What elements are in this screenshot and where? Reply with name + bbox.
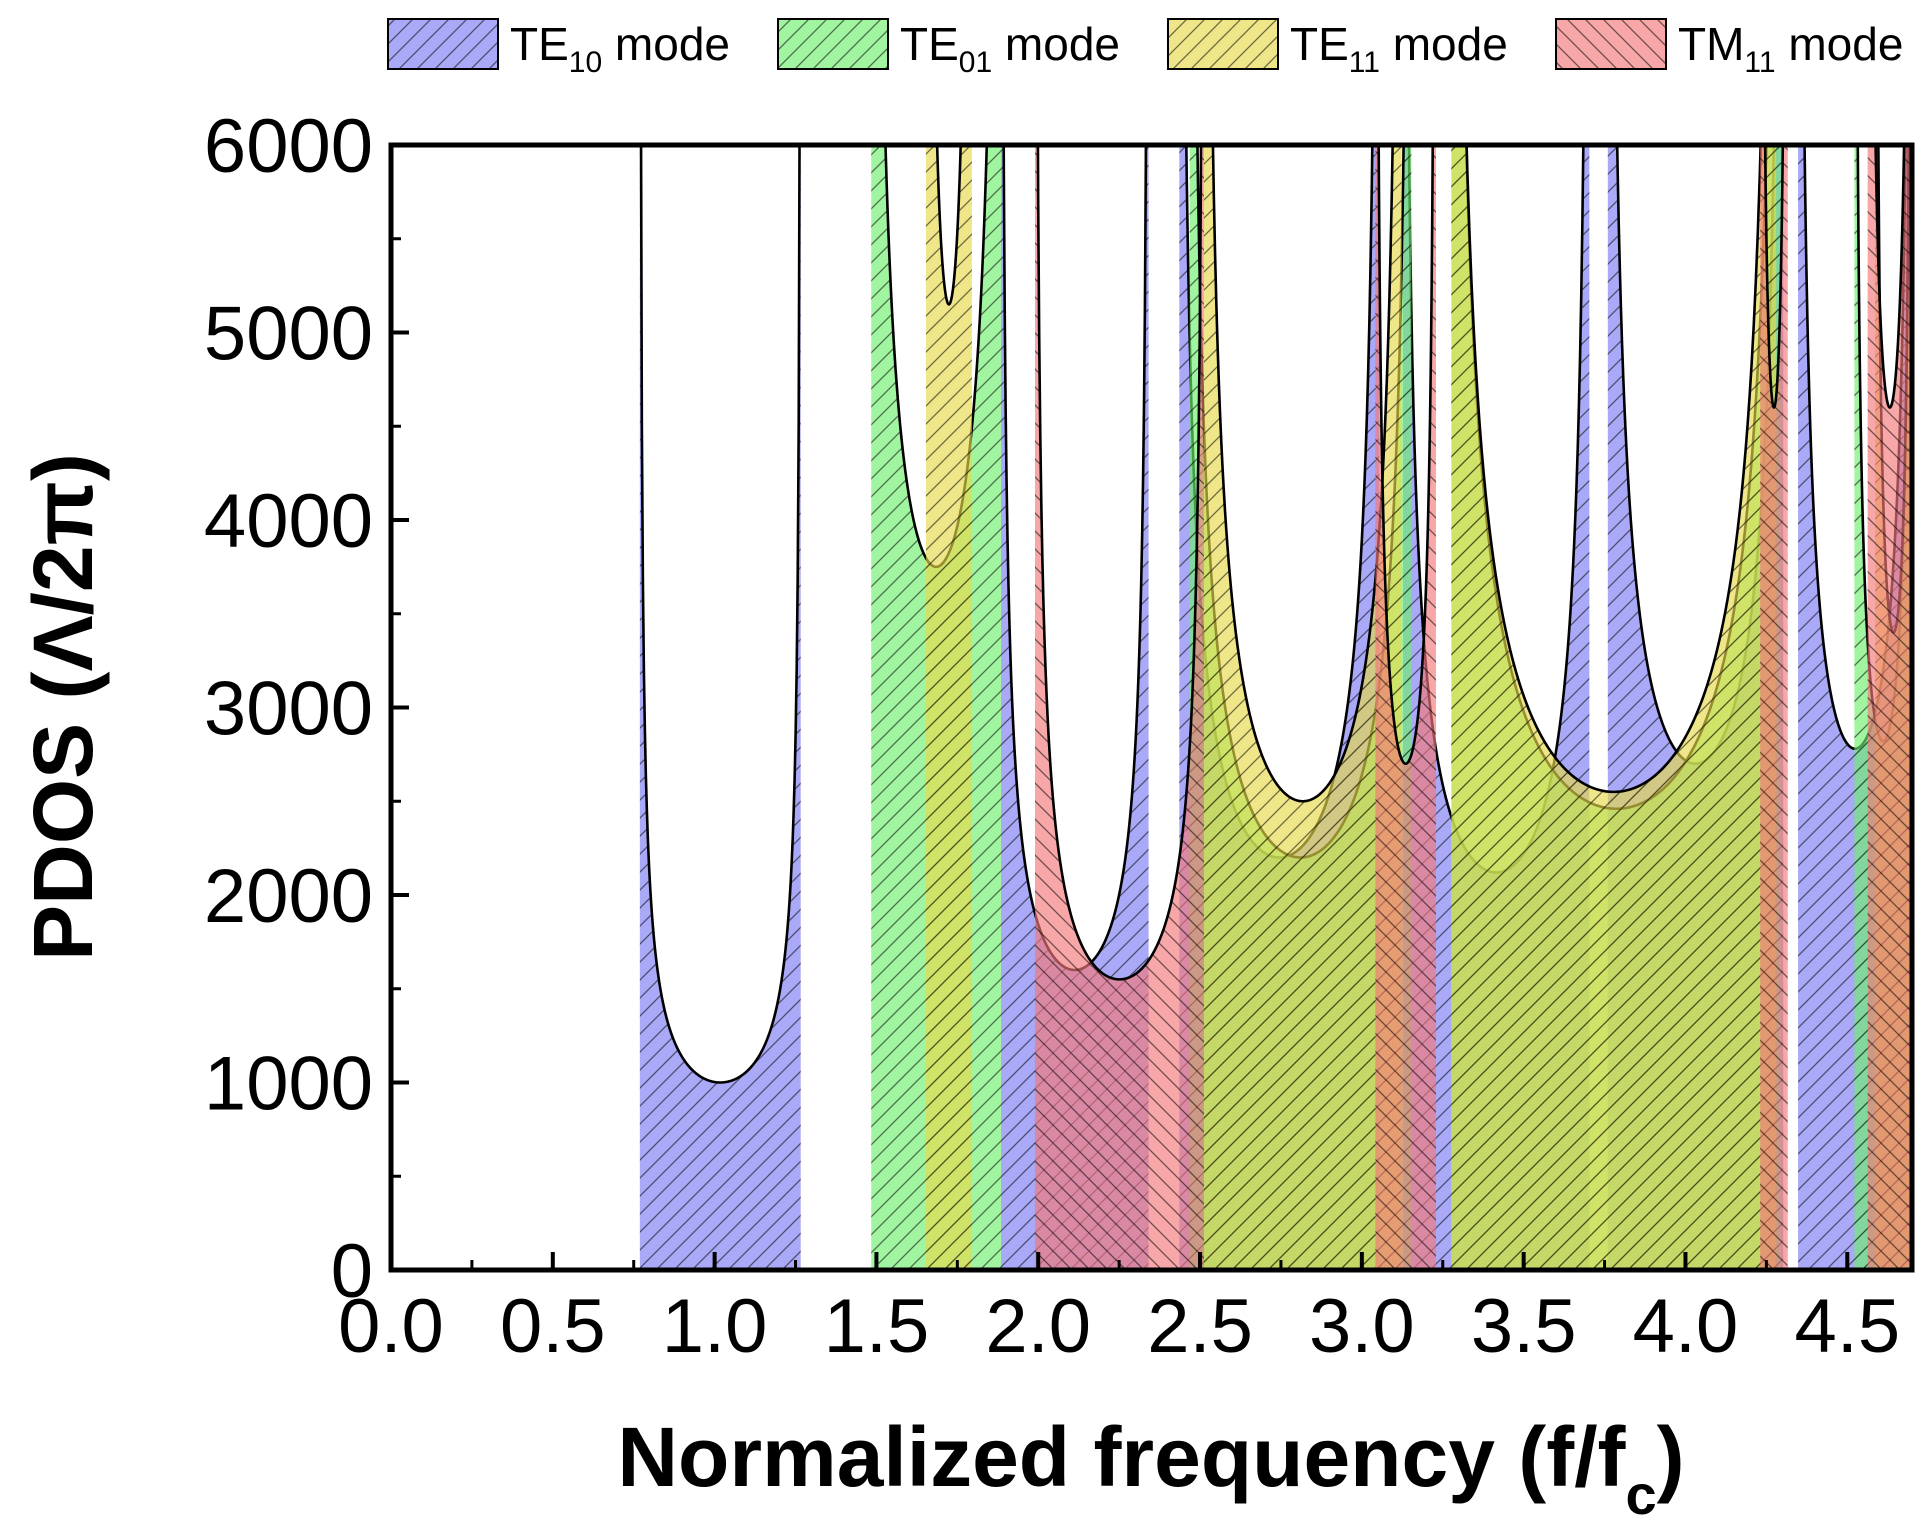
band-tm11-1-curve [1036, 145, 1203, 981]
x-axis-title-sub: c [1626, 1463, 1657, 1518]
y-tick-label: 4000 [204, 479, 373, 564]
y-tick-label: 6000 [204, 104, 373, 189]
legend-label: TE01 mode [900, 18, 1120, 79]
series-tm11 [1035, 145, 1912, 1270]
legend-swatch-hatch [1167, 18, 1279, 70]
band-tm11-4-hatch [1867, 145, 1912, 1270]
x-tick-label: 1.0 [662, 1284, 768, 1369]
legend-label: TE11 mode [1290, 18, 1508, 79]
x-axis: 0.0 0.5 1.0 1.5 2.0 2.5 3.0 3.5 4.0 4.5 [338, 1252, 1900, 1369]
x-tick-label: 2.5 [1147, 1284, 1253, 1369]
y-tick-label: 1000 [204, 1042, 373, 1127]
x-axis-title-end: ) [1657, 1410, 1685, 1504]
x-tick-label: 3.5 [1471, 1284, 1577, 1369]
band-te11-1-hatch [925, 145, 972, 1270]
band-tm11-3-curve [1763, 145, 1785, 409]
band-tm11-3-hatch [1760, 145, 1788, 1270]
x-tick-label: 4.0 [1633, 1284, 1739, 1369]
legend-item-tm11: TM11 mode [1555, 18, 1903, 79]
band-te11-3-curve [1465, 145, 1762, 794]
band-tm11-2-hatch [1375, 145, 1436, 1270]
y-tick-label: 3000 [204, 667, 373, 752]
legend-item-te10: TE10 mode [387, 18, 730, 79]
band-te11-1-curve [935, 145, 963, 306]
band-tm11-1-hatch [1035, 145, 1204, 1270]
x-tick-label: 0.0 [338, 1284, 444, 1369]
legend-label: TE10 mode [510, 18, 730, 79]
x-tick-label: 2.0 [985, 1284, 1091, 1369]
band-te11-2-curve [1211, 145, 1394, 803]
band-tm11-2-curve [1377, 145, 1435, 766]
legend-item-te01: TE01 mode [777, 18, 1120, 79]
band-te10-1-hatch [639, 145, 801, 1270]
x-tick-label: 0.5 [500, 1284, 606, 1369]
band-te10-1-curve [639, 145, 801, 1084]
legend-swatch-hatch [1555, 18, 1667, 70]
x-axis-title-main: Normalized frequency (f/f [617, 1410, 1626, 1504]
y-tick-label: 5000 [204, 292, 373, 377]
x-tick-label: 1.5 [824, 1284, 930, 1369]
x-axis-title: Normalized frequency (f/fc) [617, 1410, 1684, 1518]
x-tick-label: 3.0 [1309, 1284, 1415, 1369]
x-tick-label: 4.5 [1794, 1284, 1900, 1369]
y-tick-label: 0 [331, 1229, 373, 1314]
legend-item-te11: TE11 mode [1167, 18, 1508, 79]
legend: TE10 mode TE01 mode TE11 mode TM11 mode [387, 18, 1903, 79]
band-te11-2-hatch [1203, 145, 1402, 1270]
y-axis: 0 1000 2000 3000 4000 5000 6000 [204, 104, 409, 1314]
legend-label: TM11 mode [1678, 18, 1903, 79]
y-axis-title: PDOS (Λ/2π) [16, 453, 110, 961]
legend-swatch-hatch [777, 18, 889, 70]
legend-swatch-hatch [387, 18, 499, 70]
band-tm11-4-curve [1874, 145, 1906, 409]
band-te11-3-hatch [1451, 145, 1777, 1270]
series-te11 [925, 145, 1912, 1270]
y-tick-label: 2000 [204, 854, 373, 939]
mode-bands [639, 145, 1912, 1270]
